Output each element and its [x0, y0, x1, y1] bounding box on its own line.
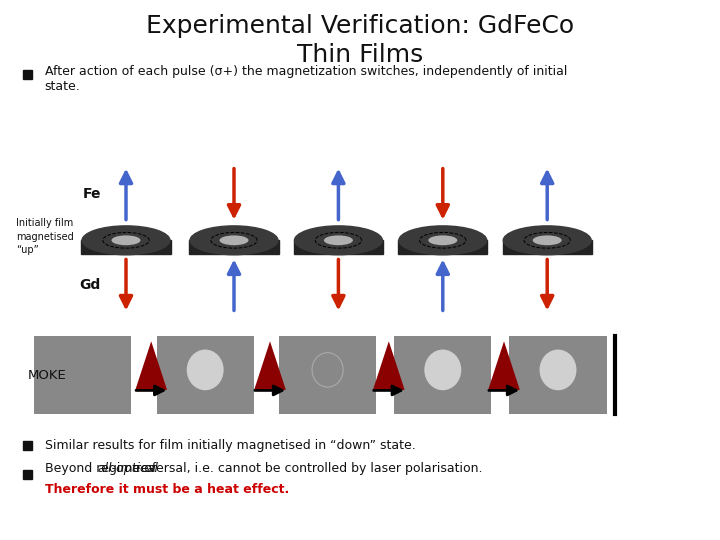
Polygon shape [81, 240, 171, 254]
Text: Thin Films: Thin Films [297, 43, 423, 67]
Polygon shape [189, 240, 279, 254]
Text: all-optical: all-optical [98, 462, 159, 475]
Bar [279, 336, 376, 415]
Text: Fe: Fe [82, 187, 101, 201]
Text: MOKE: MOKE [27, 369, 66, 382]
Bar [395, 336, 491, 415]
Ellipse shape [503, 225, 592, 255]
Bar [23, 441, 32, 450]
Ellipse shape [324, 235, 353, 245]
Bar [23, 470, 32, 479]
Ellipse shape [398, 225, 487, 255]
Bar [510, 336, 606, 415]
Ellipse shape [112, 235, 140, 245]
Ellipse shape [533, 235, 562, 245]
Text: Beyond regime of: Beyond regime of [45, 462, 160, 475]
Ellipse shape [81, 225, 171, 255]
Text: reversal, i.e. cannot be controlled by laser polarisation.: reversal, i.e. cannot be controlled by l… [132, 462, 483, 475]
Text: Gd: Gd [79, 278, 101, 292]
Bar [35, 336, 132, 415]
Text: Initially film
magnetised
“up”: Initially film magnetised “up” [16, 218, 73, 255]
Ellipse shape [428, 235, 457, 245]
Polygon shape [503, 240, 592, 254]
Polygon shape [254, 341, 286, 390]
Text: Similar results for film initially magnetised in “down” state.: Similar results for film initially magne… [45, 439, 415, 452]
Polygon shape [294, 240, 383, 254]
Bar [156, 336, 253, 415]
Polygon shape [373, 341, 405, 390]
Polygon shape [135, 341, 167, 390]
Bar [23, 70, 32, 79]
Polygon shape [398, 240, 487, 254]
Ellipse shape [220, 235, 248, 245]
Ellipse shape [424, 349, 462, 390]
Ellipse shape [186, 349, 224, 390]
Text: Therefore it must be a heat effect.: Therefore it must be a heat effect. [45, 483, 289, 496]
Text: After action of each pulse (σ+) the magnetization switches, independently of ini: After action of each pulse (σ+) the magn… [45, 65, 567, 78]
Ellipse shape [294, 225, 383, 255]
Ellipse shape [539, 349, 577, 390]
Text: Experimental Verification: GdFeCo: Experimental Verification: GdFeCo [146, 14, 574, 37]
Polygon shape [488, 341, 520, 390]
Ellipse shape [189, 225, 279, 255]
Text: state.: state. [45, 80, 81, 93]
